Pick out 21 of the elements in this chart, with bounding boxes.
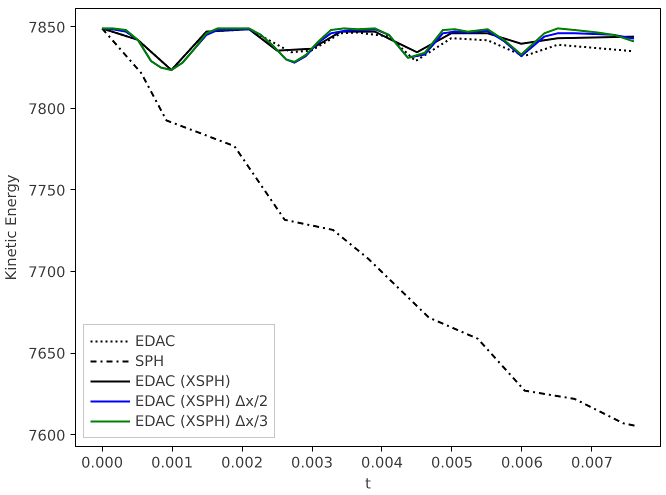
x-tick-label: 0.005 [430,454,473,472]
y-tick-label: 7750 [28,182,66,200]
x-tick-label: 0.006 [500,454,543,472]
legend-label: SPH [135,352,164,370]
y-tick-label: 7800 [28,100,66,118]
x-tick-label: 0.007 [570,454,613,472]
y-tick-label: 7700 [28,264,66,282]
legend-label: EDAC (XSPH) Δx/2 [135,392,268,410]
x-tick-label: 0.003 [291,454,334,472]
x-tick-label: 0.000 [81,454,124,472]
y-axis-title: Kinetic Energy [3,174,20,280]
legend-label: EDAC (XSPH) [135,372,231,390]
y-tick-label: 7650 [28,346,66,363]
x-tick-label: 0.001 [151,454,194,472]
legend-label: EDAC (XSPH) Δx/3 [135,412,268,430]
x-tick-label: 0.002 [221,454,264,472]
legend-label: EDAC [135,332,176,350]
x-axis-title: t [365,476,372,492]
x-tick-label: 0.004 [361,454,403,472]
y-tick-label: 7600 [28,427,66,444]
y-tick-label: 7850 [28,19,66,36]
